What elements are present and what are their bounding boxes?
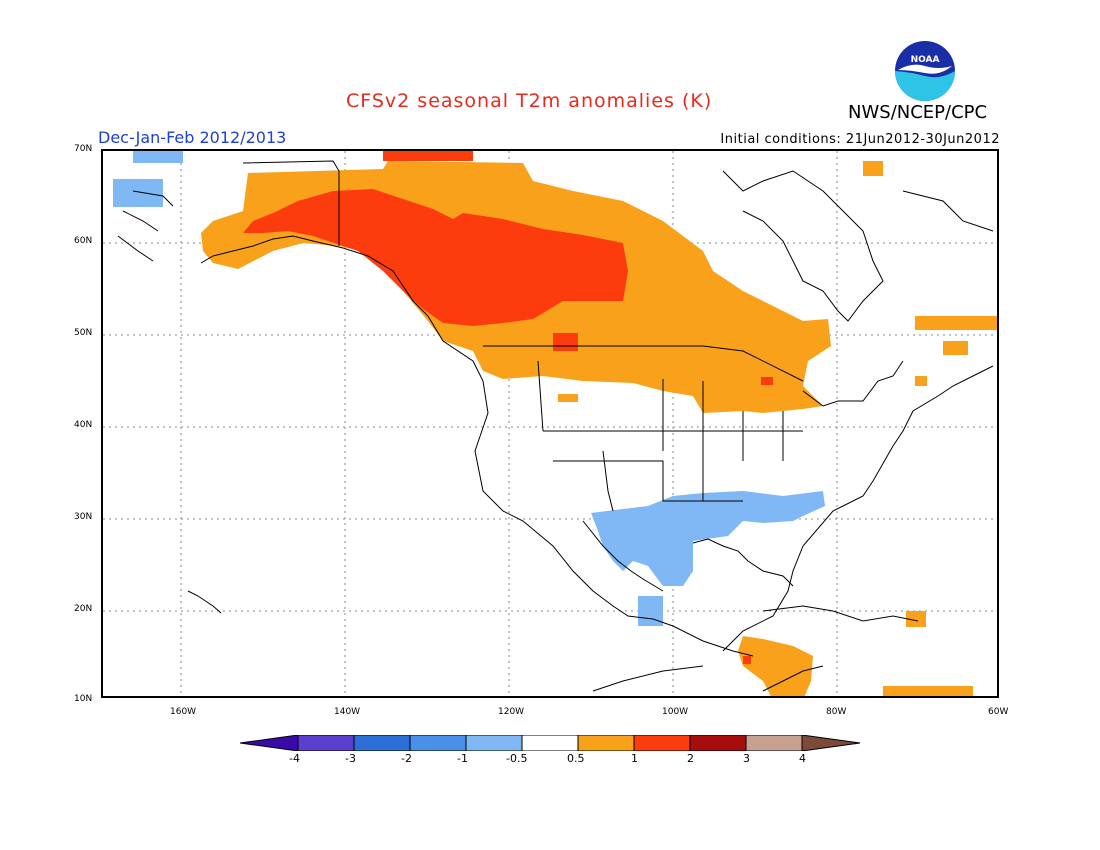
colorbar-segment [521,734,579,752]
lat-label: 30N [74,512,93,522]
colorbar-segment [745,734,803,752]
colorbar-label: 4 [799,752,806,765]
colorbar-segment [465,734,523,752]
lat-label: 70N [74,144,93,154]
colorbar-segment [689,734,747,752]
colorbar-segment [297,734,355,752]
lon-label: 60W [988,707,1009,717]
logo: NOAA [894,40,956,102]
colorbar-label: 3 [743,752,750,765]
colorbar-label: -0.5 [506,752,528,765]
lon-label: 120W [498,707,525,717]
colorbar-label: -2 [401,752,412,765]
coastlines [117,160,994,692]
lat-label: 40N [74,420,93,430]
colorbar-arrow-right [801,734,861,752]
logo-text: NOAA [911,55,940,65]
colorbar [239,734,862,752]
lon-label: 140W [334,707,361,717]
colorbar-segment [577,734,635,752]
colorbar-label: 0.5 [567,752,585,765]
colorbar-segment [633,734,691,752]
lon-label: 100W [662,707,689,717]
lat-label: 10N [74,694,93,704]
lat-label: 60N [74,236,93,246]
colorbar-label: 1 [631,752,638,765]
initial-conditions-label: Initial conditions: 21Jun2012-30Jun2012 [720,132,1000,147]
colorbar-label: 2 [687,752,694,765]
lon-label: 80W [826,707,847,717]
organization-label: NWS/NCEP/CPC [848,102,988,123]
colorbar-arrow-left [239,734,299,752]
lat-label: 50N [74,328,93,338]
lon-label: 160W [170,707,197,717]
season-label: Dec-Jan-Feb 2012/2013 [98,128,287,147]
colorbar-label: -1 [457,752,468,765]
colorbar-label: -3 [345,752,356,765]
map-title: CFSv2 seasonal T2m anomalies (K) [346,90,713,112]
lat-label: 20N [74,604,93,614]
colorbar-label: -4 [289,752,300,765]
colorbar-segment [409,734,467,752]
warm-anomaly-mid [243,151,773,664]
colorbar-segment [353,734,411,752]
map-panel [101,149,999,698]
